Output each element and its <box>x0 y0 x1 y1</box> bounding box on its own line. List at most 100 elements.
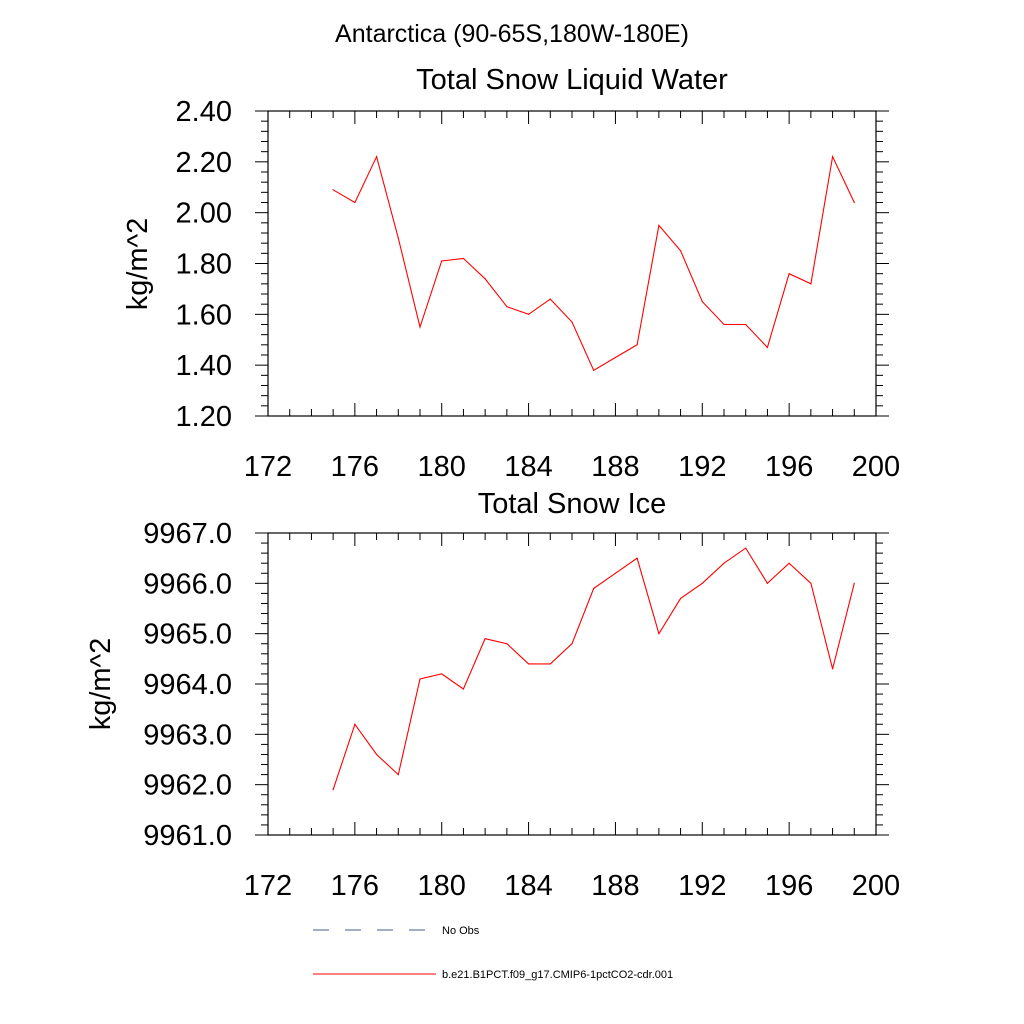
data-point <box>506 306 508 308</box>
data-point <box>745 323 747 326</box>
x-tick-label: 172 <box>244 451 292 483</box>
data-point <box>506 643 508 645</box>
x-tick-label: 196 <box>765 870 813 902</box>
figure-title: Antarctica (90-65S,180W-180E) <box>335 20 689 48</box>
x-tick-label: 192 <box>678 451 726 483</box>
data-point <box>831 668 834 670</box>
y-tick-label: 9963.0 <box>143 719 232 751</box>
data-point <box>701 301 703 303</box>
data-point <box>571 643 573 645</box>
data-point <box>527 313 530 315</box>
y-tick-label: 2.00 <box>176 198 232 230</box>
x-tick-label: 200 <box>852 451 900 483</box>
panel-title: Total Snow Liquid Water <box>416 64 728 96</box>
x-tick-labels: 172 176 180 184 188 192 196 200 <box>244 451 900 483</box>
data-point <box>745 547 747 549</box>
tick-marks <box>255 532 889 836</box>
data-point <box>332 789 334 791</box>
y-tick-label: 9967.0 <box>143 518 232 550</box>
data-point <box>853 201 855 204</box>
data-point <box>614 572 617 574</box>
plot-frame <box>267 110 877 417</box>
data-point <box>484 638 486 640</box>
plot-frame <box>267 532 877 836</box>
data-point <box>571 321 573 323</box>
y-tick-label: 2.20 <box>176 147 232 179</box>
x-tick-label: 184 <box>504 870 552 902</box>
series-group <box>332 547 855 791</box>
series-line <box>332 154 855 372</box>
y-tick-label: 2.40 <box>176 96 232 128</box>
data-point <box>441 673 443 675</box>
x-tick-label: 180 <box>418 451 466 483</box>
data-point <box>354 723 356 725</box>
y-tick-label: 9964.0 <box>143 669 232 701</box>
data-point <box>375 156 378 158</box>
data-point <box>810 582 812 584</box>
data-point <box>462 257 465 260</box>
x-tick-label: 184 <box>504 451 552 483</box>
data-point <box>614 356 617 359</box>
data-point <box>441 260 443 262</box>
x-tick-label: 192 <box>678 870 726 902</box>
data-point <box>332 189 334 191</box>
legend-label: No Obs <box>442 925 480 937</box>
data-point <box>831 156 834 158</box>
x-tick-label: 176 <box>331 870 379 902</box>
data-point <box>788 562 790 564</box>
legend-entry-no-obs: No Obs <box>313 925 480 937</box>
y-axis-label: kg/m^2 <box>85 638 117 731</box>
data-point <box>701 582 703 584</box>
data-point <box>419 326 421 328</box>
data-point <box>788 273 790 275</box>
y-tick-label: 9962.0 <box>143 770 232 802</box>
y-tick-label: 1.40 <box>176 350 232 382</box>
y-tick-label: 9961.0 <box>143 820 232 852</box>
data-point <box>527 663 530 665</box>
y-tick-labels: 1.20 1.40 1.60 1.80 2.00 2.20 2.40 <box>176 96 232 433</box>
x-tick-label: 172 <box>244 870 292 902</box>
x-tick-label: 188 <box>591 870 639 902</box>
x-tick-label: 200 <box>852 870 900 902</box>
data-point <box>549 663 551 665</box>
data-point <box>354 201 356 204</box>
y-tick-label: 1.20 <box>176 401 232 433</box>
y-tick-labels: 9961.0 9962.0 9963.0 9964.0 9965.0 9966.0 9967… <box>143 518 232 852</box>
y-tick-label: 9966.0 <box>143 568 232 600</box>
data-point <box>679 597 682 600</box>
data-point <box>810 283 812 285</box>
data-point <box>658 224 660 226</box>
series-group <box>332 154 855 372</box>
x-tick-label: 176 <box>331 451 379 483</box>
data-point <box>397 774 399 776</box>
x-tick-labels: 172 176 180 184 188 192 196 200 <box>244 870 900 902</box>
x-tick-label: 188 <box>591 451 639 483</box>
legend-label: b.e21.B1PCT.f09_g17.CMIP6-1pctCO2-cdr.00… <box>442 969 673 981</box>
data-point <box>593 587 595 589</box>
data-point <box>462 688 465 690</box>
legend-entry-model-run: b.e21.B1PCT.f09_g17.CMIP6-1pctCO2-cdr.00… <box>313 969 673 981</box>
series-line <box>332 547 855 790</box>
y-tick-label: 9965.0 <box>143 619 232 651</box>
data-point <box>766 582 769 584</box>
data-point <box>397 237 399 239</box>
data-point <box>484 278 486 280</box>
data-point <box>549 298 551 300</box>
panel-total-snow-ice: Total Snow Ice kg/m^2 172 176 180 184 188 192… <box>85 488 900 902</box>
data-point <box>375 753 378 756</box>
data-point <box>853 582 855 584</box>
data-point <box>658 633 660 635</box>
data-point <box>723 323 725 326</box>
data-point <box>679 250 682 252</box>
tick-marks <box>255 110 889 417</box>
data-point <box>636 557 638 559</box>
data-point <box>723 562 725 564</box>
data-point <box>419 678 421 680</box>
data-point <box>636 344 638 346</box>
y-tick-label: 1.60 <box>176 299 232 331</box>
panel-total-snow-liquid-water: Total Snow Liquid Water kg/m^2 172 176 180… <box>122 64 900 483</box>
panel-title: Total Snow Ice <box>478 488 667 520</box>
data-point <box>593 369 595 371</box>
x-tick-label: 196 <box>765 451 813 483</box>
